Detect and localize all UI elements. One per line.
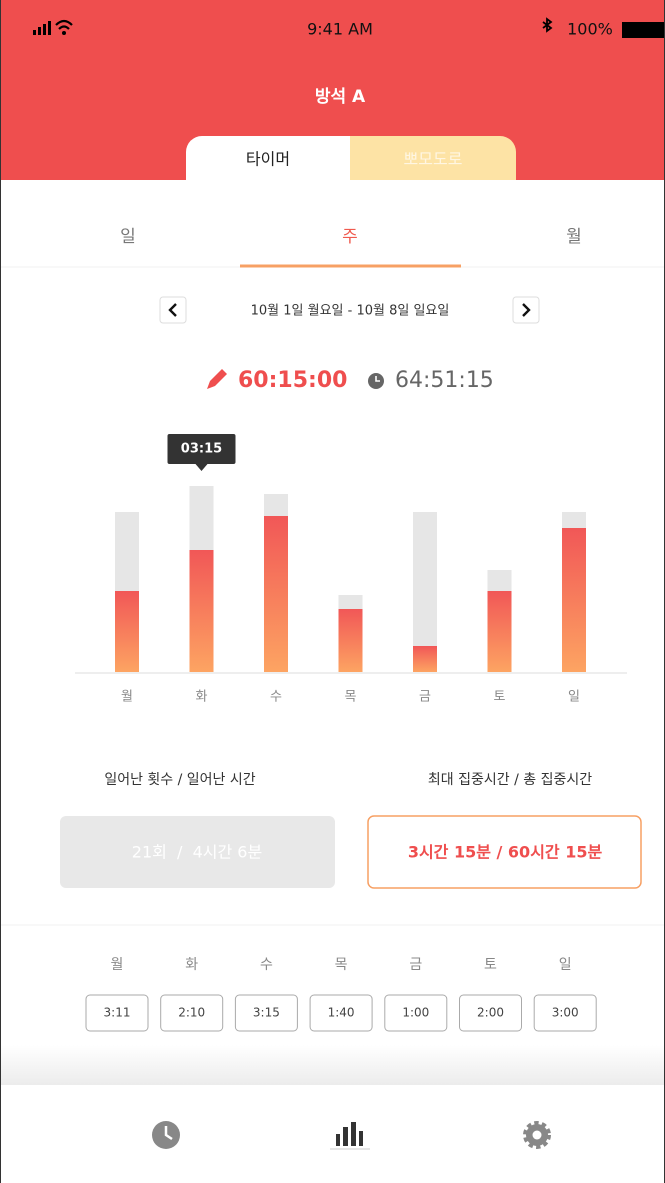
stat-box <box>367 815 642 889</box>
stat-value: 3시간 15분 / 60시간 15분 <box>408 843 603 862</box>
nav-stats[interactable] <box>330 1122 370 1150</box>
time-chip <box>309 994 373 1032</box>
x-tick-label: 화 <box>196 690 208 705</box>
status-battery: 100% <box>567 20 613 39</box>
tooltip-pointer <box>195 464 208 471</box>
time-value: 2:00 <box>477 1006 504 1020</box>
signal-icon <box>33 19 73 35</box>
clock-hand <box>375 376 380 382</box>
tab-label: 뽀모도로 <box>404 150 463 169</box>
day-label: 월 <box>111 957 124 973</box>
nav-shadow <box>0 1045 665 1085</box>
focus-bar <box>115 591 139 672</box>
status-time: 9:41 AM <box>307 20 373 39</box>
bar-chart: 월 화 수 목 금 토 일 03:15 <box>115 434 586 705</box>
stat-label: 일어난 횟수 / 일어난 시간 <box>104 772 255 788</box>
time-value: 1:00 <box>402 1006 429 1020</box>
focus-bar <box>338 609 363 672</box>
x-tick-label: 일 <box>568 690 580 705</box>
time-chip <box>85 994 149 1032</box>
tooltip-label: 03:15 <box>181 442 222 457</box>
day-label: 화 <box>185 957 198 973</box>
focus-bar <box>413 646 437 672</box>
time-value: 3:00 <box>552 1006 579 1020</box>
time-value: 1:40 <box>328 1006 355 1020</box>
x-tick-label: 월 <box>121 690 133 705</box>
stat-label: 최대 집중시간 / 총 집중시간 <box>428 772 592 788</box>
time-value: 3:11 <box>104 1006 131 1020</box>
prev-icon <box>168 303 177 317</box>
time-chip <box>533 994 597 1032</box>
total-time: 64:51:15 <box>395 368 494 393</box>
total-bar <box>413 512 437 672</box>
day-label: 금 <box>409 957 422 973</box>
stat-value: 21회 / 4시간 6분 <box>132 843 262 862</box>
next-icon <box>522 303 531 317</box>
period-tab[interactable]: 주 <box>342 227 358 247</box>
day-label: 목 <box>335 957 348 973</box>
nav-settings[interactable] <box>523 1121 551 1149</box>
time-chip <box>160 994 224 1032</box>
day-label: 토 <box>484 957 497 973</box>
time-chip <box>459 994 522 1032</box>
prev-button[interactable] <box>159 296 187 324</box>
focus-bar <box>189 550 214 672</box>
period-tab[interactable]: 일 <box>120 227 136 247</box>
tooltip-box <box>167 434 236 464</box>
focus-bar <box>562 528 586 672</box>
day-label: 수 <box>260 957 273 973</box>
battery-icon <box>622 22 665 38</box>
date-range: 10월 1일 월요일 - 10월 8일 일요일 <box>251 304 450 319</box>
time-chip <box>384 994 448 1032</box>
x-tick-label: 목 <box>345 690 357 705</box>
time-chip <box>234 994 298 1032</box>
period-tab[interactable]: 월 <box>566 227 582 247</box>
x-tick-label: 금 <box>419 690 431 705</box>
focus-bar <box>264 516 288 672</box>
pencil-icon <box>207 369 227 389</box>
time-value: 2:10 <box>178 1006 205 1020</box>
bluetooth-icon <box>542 17 553 33</box>
tab-timer[interactable] <box>186 136 350 180</box>
nav-timer[interactable] <box>152 1121 180 1149</box>
header-title: 방석 A <box>315 87 366 107</box>
x-tick-label: 수 <box>270 690 282 705</box>
focus-total: 60:15:00 <box>238 368 347 393</box>
tab-label: 타이머 <box>246 150 290 169</box>
next-button[interactable] <box>512 296 540 324</box>
x-tick-label: 토 <box>494 690 506 705</box>
daily-list: 월 3:11 화 2:10 수 3:15 목 1:40 금 1:00 토 2:00 일 3:00 <box>85 957 597 1032</box>
stat-box <box>60 816 335 888</box>
focus-bar <box>487 591 512 672</box>
day-label: 일 <box>559 957 572 973</box>
tab-pomodoro[interactable] <box>350 136 516 180</box>
time-value: 3:15 <box>253 1006 280 1020</box>
